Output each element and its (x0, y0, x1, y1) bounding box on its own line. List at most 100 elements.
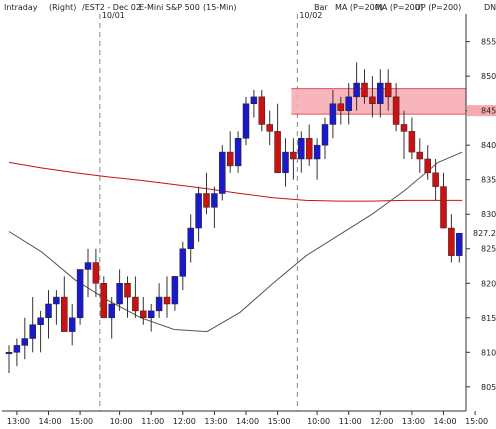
candle-body[interactable] (440, 186, 447, 229)
x-tick-label: 13:00 (204, 417, 227, 426)
candle-body[interactable] (337, 103, 345, 111)
candle-body[interactable] (76, 269, 84, 319)
y-tick-label: 840 (481, 141, 496, 150)
candle-body[interactable] (163, 296, 171, 305)
grid-layer (99, 14, 298, 411)
x-tick-label: 11:00 (141, 417, 164, 426)
candle-body[interactable] (29, 324, 36, 339)
candle-body[interactable] (258, 96, 266, 125)
candle-body[interactable] (384, 82, 392, 98)
candle-body[interactable] (37, 317, 44, 325)
candle-body[interactable] (361, 82, 368, 98)
candle-body[interactable] (100, 283, 108, 319)
candle-body[interactable] (211, 193, 218, 208)
y-tick-label: 820 (481, 279, 496, 288)
ma-red-line (8, 161, 463, 202)
session-label: 10/02 (299, 11, 322, 20)
candle-body[interactable] (290, 151, 297, 160)
candle-body[interactable] (53, 296, 60, 305)
y-tick-label: 805 (481, 383, 496, 392)
candle-body[interactable] (242, 103, 250, 139)
candle-body[interactable] (416, 151, 424, 160)
current-price-box (467, 227, 496, 239)
x-tick-label: 10:00 (307, 417, 330, 426)
candle-body[interactable] (21, 338, 29, 346)
axis-side-label: (Right) (49, 3, 76, 12)
candle-body[interactable] (92, 262, 100, 284)
candle-body[interactable] (132, 296, 139, 312)
candle-body[interactable] (329, 103, 337, 125)
candle-body[interactable] (68, 317, 76, 332)
candle-body[interactable] (234, 138, 242, 167)
session-label: 10/01 (102, 11, 125, 20)
candle-body[interactable] (179, 248, 187, 277)
y-tick-label: 825 (481, 245, 496, 254)
candle-body[interactable] (84, 262, 92, 270)
candle-body[interactable] (313, 144, 321, 160)
candle-body[interactable] (140, 310, 147, 319)
candle-body[interactable] (305, 138, 313, 160)
y-tick-label: 835 (481, 176, 496, 185)
candle-body[interactable] (124, 283, 131, 298)
symbol-label: /EST2 - Dec 02 (82, 3, 141, 12)
candle-body[interactable] (61, 296, 68, 332)
candle-body[interactable] (219, 151, 226, 194)
moving-average-layer (8, 151, 463, 333)
x-tick-label: 11:00 (339, 417, 362, 426)
candle-body[interactable] (5, 352, 13, 355)
x-tick-label: 13:00 (402, 417, 425, 426)
legend-entry: UP (P=200) (415, 3, 461, 12)
candle-body[interactable] (377, 82, 384, 105)
candle-body[interactable] (321, 124, 329, 146)
candle-body[interactable] (226, 151, 234, 167)
x-tick-label: 12:00 (173, 417, 196, 426)
candle-body[interactable] (345, 96, 352, 111)
x-tick-label: 15:00 (70, 417, 93, 426)
candle-body[interactable] (274, 131, 281, 174)
x-tick-label: 14:00 (434, 417, 457, 426)
chart-header: Intraday (Right) /EST2 - Dec 02 E-Mini S… (4, 3, 496, 12)
candle-body[interactable] (298, 138, 305, 160)
candle-body[interactable] (45, 303, 52, 319)
ma-gray-line (8, 151, 463, 333)
candle-body[interactable] (456, 232, 463, 256)
x-tick-label: 14:00 (39, 417, 62, 426)
candle-body[interactable] (116, 283, 123, 305)
x-tick-label: 10:00 (110, 417, 133, 426)
candle-body[interactable] (448, 227, 455, 256)
candle-body[interactable] (369, 96, 376, 105)
candle-body[interactable] (171, 276, 179, 305)
candle-body[interactable] (424, 158, 431, 174)
resistance-axis-label: 845 (481, 107, 496, 116)
mode-label: Intraday (4, 3, 38, 12)
candle-body[interactable] (147, 310, 155, 319)
candle-layer[interactable] (5, 62, 463, 374)
candle-body[interactable] (250, 96, 258, 105)
candle-body[interactable] (408, 131, 416, 153)
candle-body[interactable] (108, 303, 115, 319)
candle-body[interactable] (282, 151, 289, 174)
legend-entry: MA (P=200) (375, 3, 423, 12)
candle-body[interactable] (187, 227, 194, 249)
candle-body[interactable] (400, 124, 408, 132)
y-tick-label: 815 (481, 314, 496, 323)
candle-body[interactable] (392, 96, 400, 125)
candle-body[interactable] (13, 345, 21, 353)
candle-body[interactable] (203, 193, 210, 208)
candle-body[interactable] (266, 124, 273, 132)
x-tick-label: 15:00 (268, 417, 291, 426)
candle-body[interactable] (155, 296, 163, 312)
candle-body[interactable] (195, 193, 202, 229)
x-tick-label: 13:00 (7, 417, 30, 426)
legend-entry: DN (484, 3, 496, 12)
y-tick-label: 830 (481, 210, 496, 219)
style-label: Bar (314, 3, 328, 12)
candle-body[interactable] (432, 172, 439, 187)
y-tick-label: 855 (481, 38, 496, 47)
instrument-label: E-Mini S&P 500 (139, 3, 200, 12)
interval-label: (15-Min) (203, 3, 237, 12)
candle-body[interactable] (353, 82, 360, 98)
